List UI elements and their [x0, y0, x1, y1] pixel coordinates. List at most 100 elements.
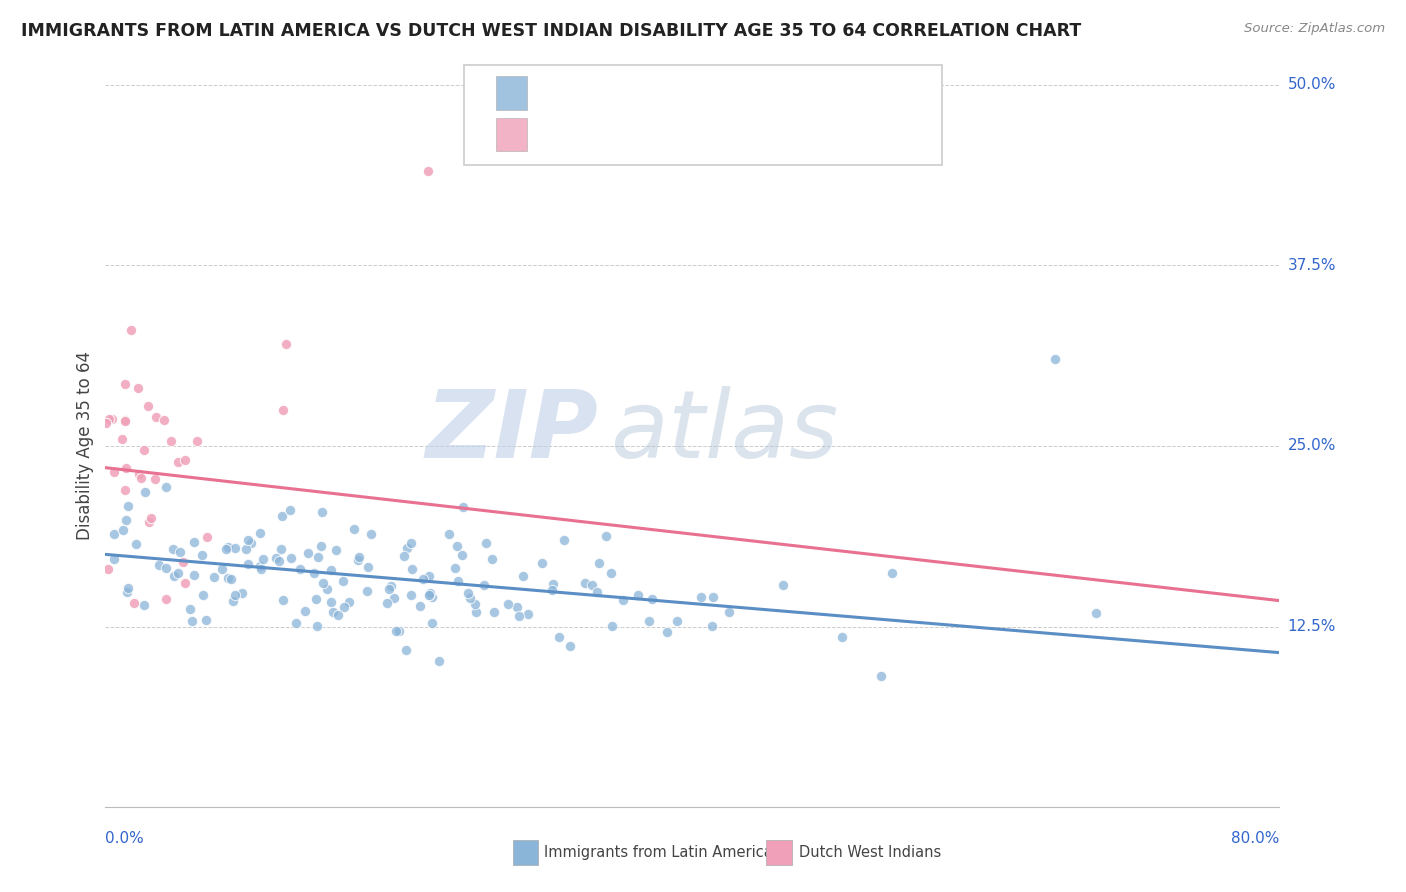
Point: [444, 561, 467, 575]
Point: [217, 571, 239, 585]
Point: [451, 500, 474, 514]
Point: [163, 568, 186, 582]
Point: [882, 566, 904, 580]
Point: [219, 572, 242, 586]
Point: [475, 536, 498, 550]
Point: [179, 602, 201, 616]
Point: [437, 527, 460, 541]
Text: Source: ZipAtlas.com: Source: ZipAtlas.com: [1244, 22, 1385, 36]
Point: [309, 539, 332, 553]
Point: [401, 562, 423, 576]
Text: atlas: atlas: [610, 386, 838, 477]
Point: [202, 570, 225, 584]
Point: [183, 534, 205, 549]
Point: [249, 562, 271, 576]
Point: [215, 542, 238, 557]
Point: [375, 595, 398, 609]
Point: [420, 590, 443, 604]
Text: IMMIGRANTS FROM LATIN AMERICA VS DUTCH WEST INDIAN DISABILITY AGE 35 TO 64 CORRE: IMMIGRANTS FROM LATIN AMERICA VS DUTCH W…: [21, 22, 1081, 40]
Point: [236, 557, 259, 571]
Point: [134, 484, 156, 499]
Point: [235, 542, 257, 557]
Point: [332, 574, 354, 589]
Point: [543, 576, 565, 591]
Point: [447, 574, 470, 588]
Point: [117, 581, 139, 595]
Point: [114, 376, 136, 391]
Point: [195, 613, 218, 627]
Point: [166, 566, 188, 580]
Point: [831, 630, 853, 644]
Point: [136, 399, 159, 413]
Point: [419, 586, 441, 600]
Text: 12.5%: 12.5%: [1288, 619, 1336, 634]
Point: [125, 537, 148, 551]
Point: [249, 525, 271, 540]
Text: 50.0%: 50.0%: [1288, 78, 1336, 92]
Point: [217, 540, 239, 554]
Text: 25.0%: 25.0%: [1288, 439, 1336, 453]
Point: [159, 434, 181, 448]
Point: [357, 560, 380, 574]
Point: [505, 600, 527, 615]
Point: [457, 586, 479, 600]
Point: [181, 614, 204, 628]
Point: [224, 588, 246, 602]
Point: [325, 542, 347, 557]
Point: [321, 563, 343, 577]
Point: [195, 530, 218, 544]
Point: [114, 413, 136, 427]
Point: [458, 591, 481, 605]
Text: Immigrants from Latin America: Immigrants from Latin America: [544, 846, 773, 860]
Point: [115, 585, 138, 599]
Point: [111, 432, 134, 446]
Point: [278, 503, 301, 517]
Point: [236, 533, 259, 547]
Point: [172, 556, 194, 570]
Y-axis label: Disability Age 35 to 64: Disability Age 35 to 64: [76, 351, 94, 541]
Point: [384, 624, 406, 639]
Point: [395, 643, 418, 657]
Point: [264, 550, 287, 565]
Point: [297, 546, 319, 560]
Point: [1045, 352, 1067, 367]
Point: [315, 582, 337, 596]
Point: [240, 535, 263, 549]
Point: [481, 552, 503, 566]
Point: [319, 595, 342, 609]
Point: [294, 604, 316, 618]
Point: [418, 164, 440, 178]
Point: [274, 337, 297, 351]
Point: [127, 381, 149, 395]
Text: -0.217: -0.217: [583, 126, 641, 144]
Point: [103, 527, 125, 541]
Point: [114, 412, 136, 426]
Point: [600, 618, 623, 632]
Point: [512, 569, 534, 583]
Point: [418, 588, 440, 602]
Point: [117, 499, 139, 513]
Point: [132, 443, 155, 458]
Point: [322, 605, 344, 619]
Point: [690, 590, 713, 604]
Point: [446, 539, 468, 553]
Point: [162, 542, 184, 557]
Point: [231, 586, 253, 600]
Point: [1084, 606, 1107, 620]
Point: [280, 550, 302, 565]
Point: [155, 592, 177, 607]
Point: [148, 558, 170, 573]
Point: [211, 562, 233, 576]
Point: [553, 533, 575, 547]
Point: [627, 588, 650, 602]
Point: [169, 544, 191, 558]
Point: [427, 654, 450, 668]
Point: [581, 577, 603, 591]
Point: [586, 585, 609, 599]
Point: [94, 416, 117, 430]
Point: [700, 619, 723, 633]
Text: Dutch West Indians: Dutch West Indians: [799, 846, 941, 860]
Point: [588, 556, 610, 570]
Point: [343, 522, 366, 536]
Point: [326, 607, 349, 622]
